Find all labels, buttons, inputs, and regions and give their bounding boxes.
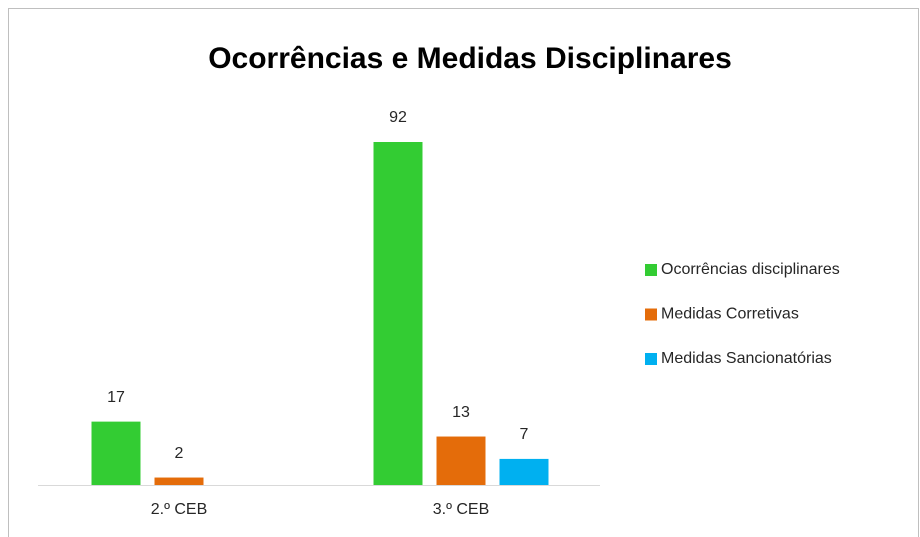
legend-label: Medidas Sancionatórias xyxy=(661,350,832,367)
legend-swatch xyxy=(645,353,657,365)
legend-label: Medidas Corretivas xyxy=(661,306,799,323)
x-tick-label: 3.º CEB xyxy=(433,501,490,518)
bar xyxy=(373,142,423,485)
bar xyxy=(436,436,486,485)
bar xyxy=(154,477,204,485)
data-label: 7 xyxy=(520,426,529,443)
legend-label: Ocorrências disciplinares xyxy=(661,261,840,278)
data-label: 17 xyxy=(107,389,125,406)
chart-title: Ocorrências e Medidas Disciplinares xyxy=(208,42,732,75)
data-label: 92 xyxy=(389,109,407,126)
legend-swatch xyxy=(645,308,657,321)
bar xyxy=(91,421,141,485)
data-label: 13 xyxy=(452,404,470,421)
bar xyxy=(499,458,549,485)
x-tick-label: 2.º CEB xyxy=(151,501,208,518)
data-label: 2 xyxy=(175,445,184,462)
legend-swatch xyxy=(645,264,657,276)
